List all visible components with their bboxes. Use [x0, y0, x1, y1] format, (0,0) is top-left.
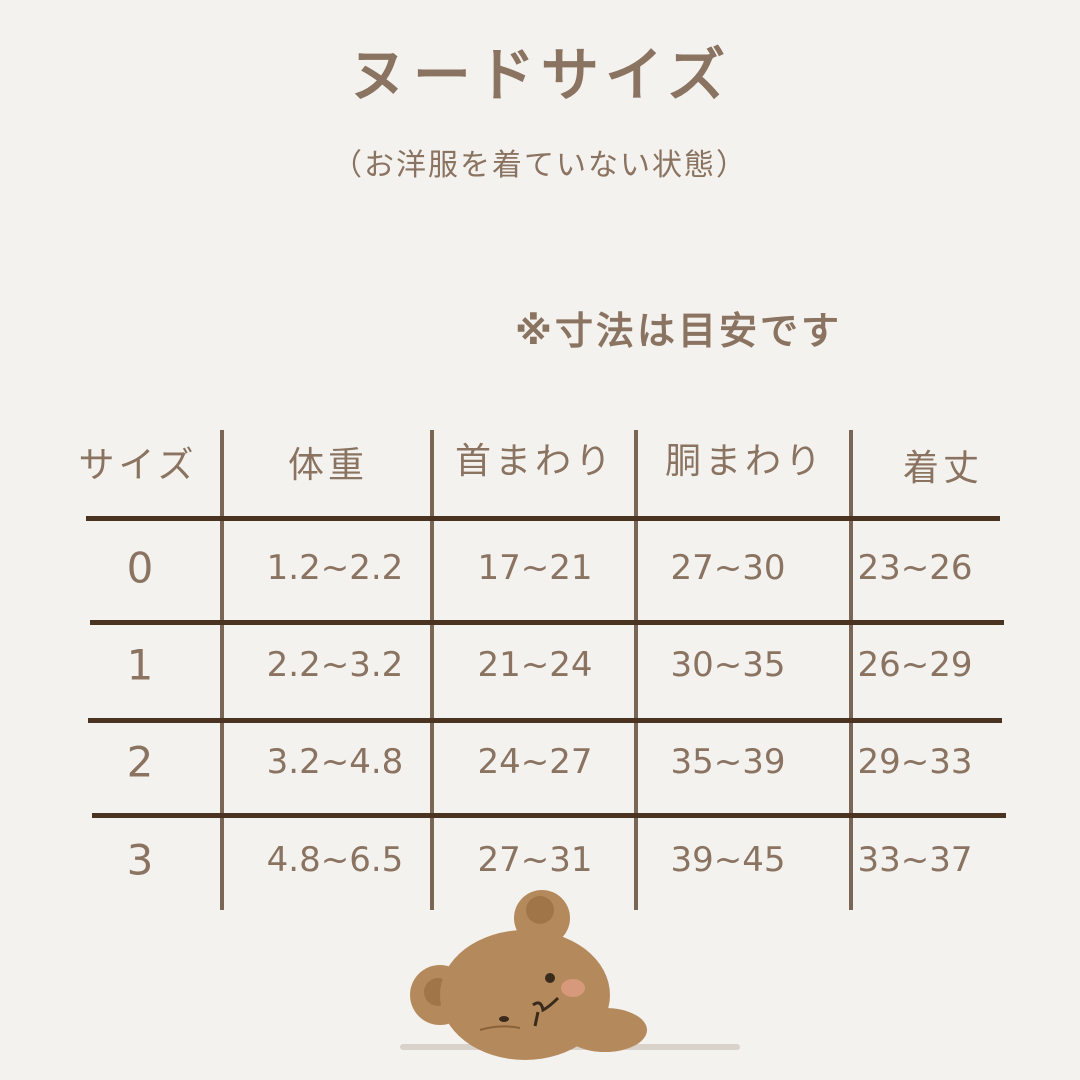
cell-size: 1	[126, 640, 154, 690]
cell-size: 2	[126, 737, 154, 787]
cell-length: 26~29	[857, 645, 973, 685]
cell-size: 0	[126, 543, 154, 593]
cell-weight: 4.8~6.5	[266, 840, 404, 880]
page-subtitle: （お洋服を着ていない状態）	[332, 148, 748, 183]
page-title: ヌードサイズ	[348, 41, 732, 109]
sleeping-bear-illustration	[400, 890, 740, 1060]
bear-icon	[410, 890, 647, 1060]
header-size: サイズ	[78, 445, 198, 486]
cell-waist: 39~45	[670, 840, 786, 880]
header-neck: 首まわり	[454, 441, 616, 482]
column-divider	[220, 430, 224, 910]
cell-length: 29~33	[857, 742, 973, 782]
header-waist: 胴まわり	[664, 441, 826, 482]
column-divider	[849, 430, 853, 910]
row-divider	[92, 813, 1006, 818]
cell-neck: 17~21	[477, 548, 593, 588]
column-divider	[634, 430, 638, 910]
measurement-note: ※寸法は目安です	[515, 309, 842, 353]
header-weight: 体重	[287, 445, 369, 486]
row-divider	[88, 718, 1002, 723]
cell-length: 23~26	[857, 548, 973, 588]
row-divider	[86, 516, 1000, 521]
cell-weight: 1.2~2.2	[266, 548, 404, 588]
row-divider	[90, 620, 1004, 625]
cell-weight: 3.2~4.8	[266, 742, 404, 782]
cell-size: 3	[126, 835, 154, 885]
cell-neck: 21~24	[477, 645, 593, 685]
header-length: 着丈	[902, 448, 984, 489]
cell-waist: 35~39	[670, 742, 786, 782]
column-divider	[430, 430, 434, 910]
cell-waist: 30~35	[670, 645, 786, 685]
cell-weight: 2.2~3.2	[266, 645, 404, 685]
cell-neck: 27~31	[477, 840, 593, 880]
cell-length: 33~37	[857, 840, 973, 880]
cell-neck: 24~27	[477, 742, 593, 782]
cell-waist: 27~30	[670, 548, 786, 588]
